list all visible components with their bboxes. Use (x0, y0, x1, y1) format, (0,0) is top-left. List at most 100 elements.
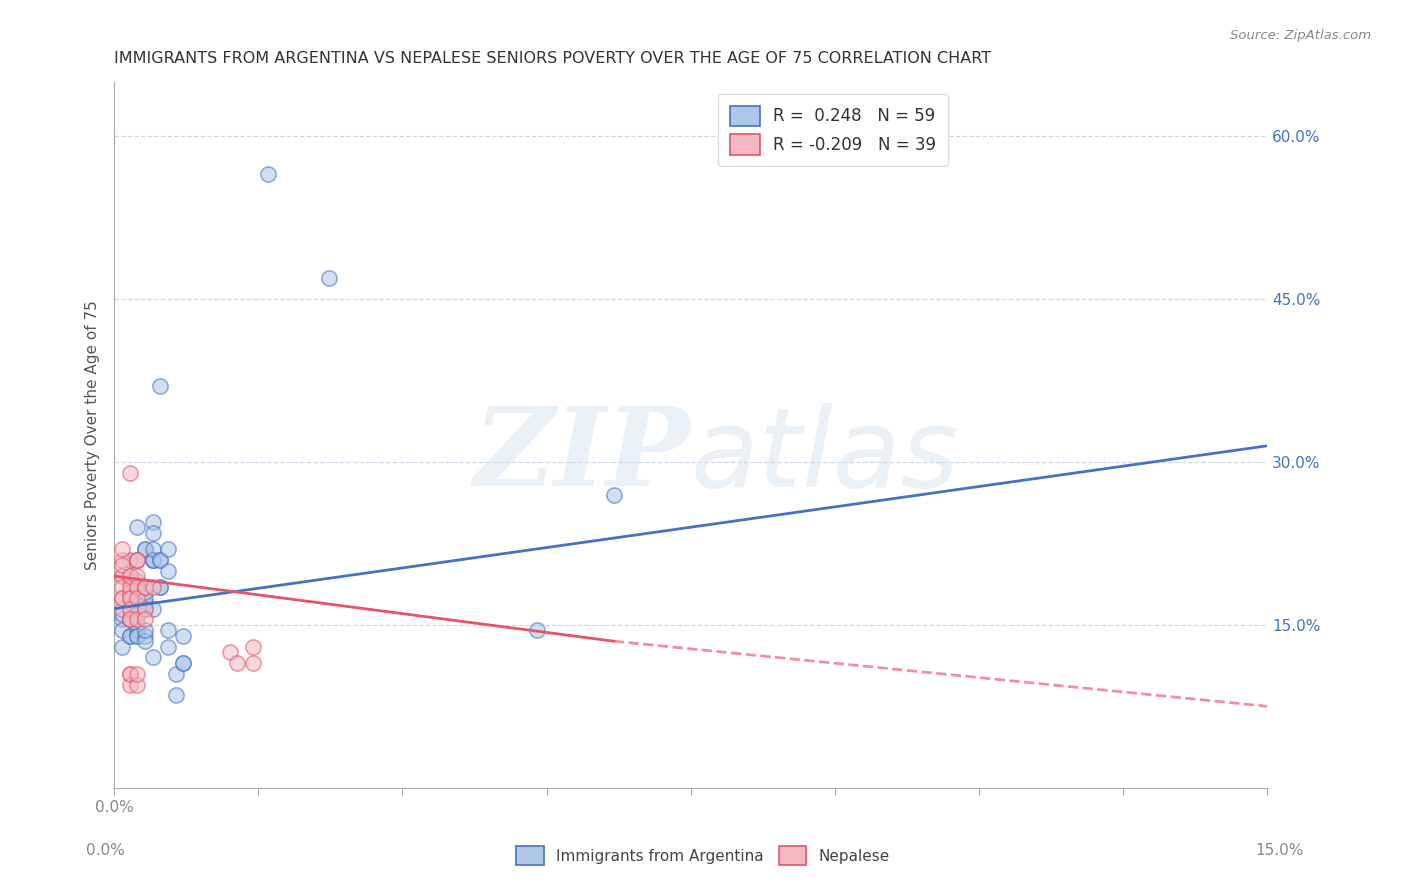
Point (156, 640, 179, 654)
Point (127, 569, 149, 583)
Point (118, 629, 141, 643)
Point (127, 580, 149, 594)
Point (318, 270, 340, 285)
Point (127, 580, 149, 594)
Point (149, 553, 172, 567)
Point (111, 624, 134, 638)
Point (165, 689, 187, 703)
Point (526, 624, 548, 638)
Point (118, 629, 141, 643)
Point (118, 596, 141, 610)
Point (127, 553, 149, 567)
Point (118, 666, 141, 681)
Point (118, 601, 141, 615)
Point (142, 553, 165, 567)
Legend: Immigrants from Argentina, Nepalese: Immigrants from Argentina, Nepalese (510, 840, 896, 871)
Point (134, 601, 156, 615)
Point (118, 580, 141, 594)
Point (134, 541, 156, 556)
Point (118, 569, 141, 583)
Point (165, 666, 187, 681)
Point (118, 612, 141, 626)
Point (142, 650, 165, 665)
Point (134, 580, 156, 594)
Legend: R =  0.248   N = 59, R = -0.209   N = 39: R = 0.248 N = 59, R = -0.209 N = 39 (718, 94, 948, 166)
Point (134, 585, 156, 599)
Point (118, 601, 141, 615)
Point (149, 553, 172, 567)
Point (127, 580, 149, 594)
Point (127, 618, 149, 632)
Point (127, 607, 149, 621)
Point (111, 612, 134, 626)
Point (134, 624, 156, 638)
Point (127, 553, 149, 567)
Point (172, 656, 194, 670)
Point (134, 629, 156, 643)
Point (127, 553, 149, 567)
Point (226, 656, 249, 670)
Text: 15.0%: 15.0% (1256, 843, 1303, 858)
Point (118, 612, 141, 626)
Point (127, 629, 149, 643)
Point (111, 591, 134, 605)
Point (127, 520, 149, 534)
Point (134, 612, 156, 626)
Point (172, 656, 194, 670)
Point (242, 656, 264, 670)
Point (118, 466, 141, 480)
Point (127, 574, 149, 589)
Text: IMMIGRANTS FROM ARGENTINA VS NEPALESE SENIORS POVERTY OVER THE AGE OF 75 CORRELA: IMMIGRANTS FROM ARGENTINA VS NEPALESE SE… (114, 51, 991, 66)
Point (118, 612, 141, 626)
Point (142, 580, 165, 594)
Point (134, 591, 156, 605)
Point (111, 558, 134, 573)
Point (111, 553, 134, 567)
Point (142, 541, 165, 556)
Point (118, 591, 141, 605)
Point (127, 591, 149, 605)
Point (111, 601, 134, 615)
Point (149, 580, 172, 594)
Point (111, 591, 134, 605)
Point (118, 678, 141, 692)
Point (142, 515, 165, 529)
Point (118, 574, 141, 589)
Point (111, 569, 134, 583)
Point (118, 585, 141, 599)
Point (111, 580, 134, 594)
Point (257, 168, 280, 182)
Point (118, 612, 141, 626)
Point (118, 666, 141, 681)
Point (156, 564, 179, 578)
Point (127, 612, 149, 626)
Point (218, 645, 240, 659)
Point (134, 580, 156, 594)
Point (142, 553, 165, 567)
Point (118, 569, 141, 583)
Point (149, 379, 172, 393)
Point (603, 488, 626, 502)
Point (134, 634, 156, 648)
Y-axis label: Seniors Poverty Over the Age of 75: Seniors Poverty Over the Age of 75 (86, 300, 100, 570)
Point (242, 640, 264, 654)
Text: 0.0%: 0.0% (86, 843, 125, 858)
Point (149, 580, 172, 594)
Point (127, 666, 149, 681)
Point (127, 624, 149, 638)
Point (142, 601, 165, 615)
Point (134, 596, 156, 610)
Point (156, 541, 179, 556)
Point (127, 678, 149, 692)
Point (142, 553, 165, 567)
Point (134, 601, 156, 615)
Point (111, 607, 134, 621)
Point (118, 553, 141, 567)
Text: atlas: atlas (690, 402, 959, 509)
Point (156, 624, 179, 638)
Point (134, 541, 156, 556)
Text: ZIP: ZIP (474, 402, 690, 510)
Point (111, 541, 134, 556)
Point (127, 629, 149, 643)
Point (111, 569, 134, 583)
